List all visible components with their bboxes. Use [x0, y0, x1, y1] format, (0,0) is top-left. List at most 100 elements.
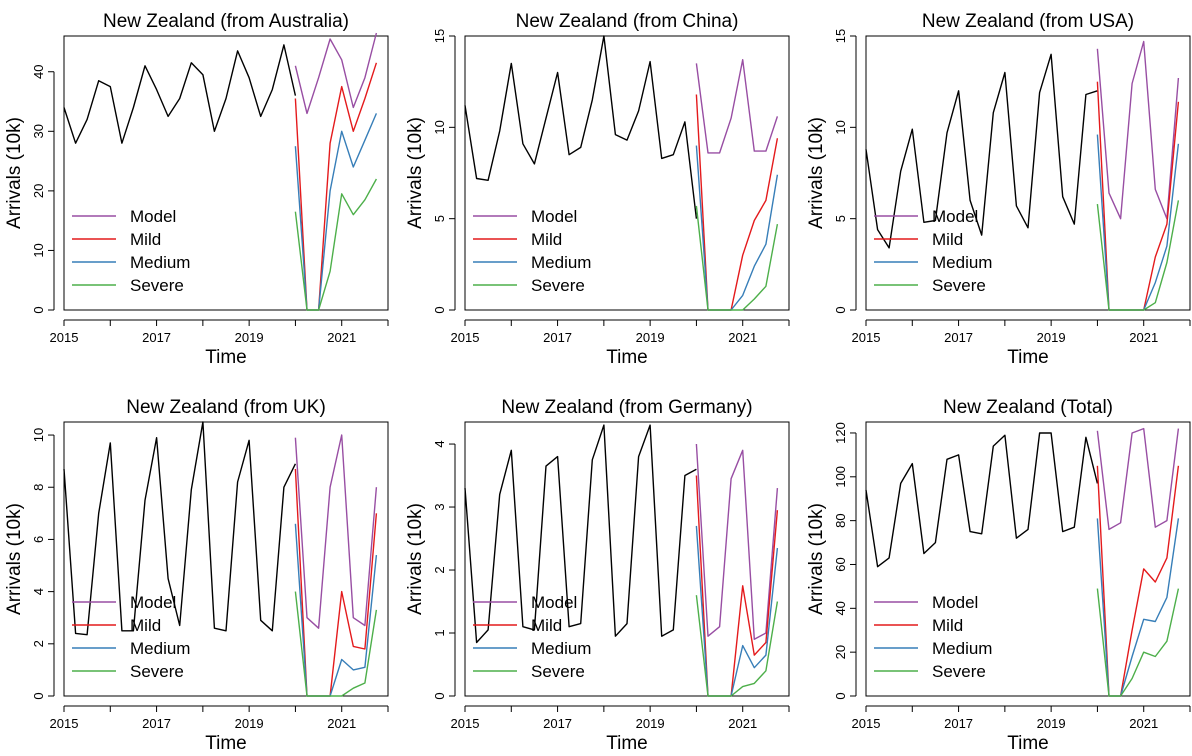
severe-series-line: [695, 205, 779, 311]
chart-title: New Zealand (from UK): [126, 397, 326, 418]
legend-label-model: Model: [531, 207, 577, 226]
x-axis-label: Time: [606, 733, 648, 754]
y-tick-label: 30: [31, 124, 46, 138]
y-tick-label: 10: [833, 120, 848, 134]
x-axis-label: Time: [205, 733, 247, 754]
x-tick-label: 2021: [728, 330, 757, 345]
legend-label-model: Model: [130, 207, 176, 226]
x-tick-label: 2019: [1037, 716, 1066, 731]
model-series-line: [695, 443, 779, 640]
x-tick-label: 2015: [852, 716, 881, 731]
severe-series-line: [294, 591, 378, 697]
legend-label-mild: Mild: [531, 230, 562, 249]
x-tick-label: 2017: [142, 330, 171, 345]
y-tick-label: 40: [833, 601, 848, 615]
plot-frame: [464, 35, 790, 311]
y-axis-label: Arrivals (10k): [806, 503, 827, 615]
y-tick-label: 10: [31, 243, 46, 257]
y-tick-label: 60: [833, 557, 848, 571]
model-series-line: [695, 59, 779, 154]
legend-label-model: Model: [932, 207, 978, 226]
legend-label-medium: Medium: [130, 253, 190, 272]
plot-frame: [63, 35, 389, 311]
legend-label-severe: Severe: [932, 276, 986, 295]
y-tick-label: 0: [833, 306, 848, 313]
y-axis-label: Arrivals (10k): [405, 117, 426, 229]
y-tick-label: 20: [31, 184, 46, 198]
mild-series-line: [1096, 465, 1180, 697]
y-tick-label: 20: [833, 645, 848, 659]
x-tick-label: 2019: [1037, 330, 1066, 345]
y-tick-label: 100: [833, 466, 848, 488]
x-tick-label: 2021: [1129, 716, 1158, 731]
y-tick-label: 4: [31, 588, 46, 595]
x-tick-label: 2017: [944, 330, 973, 345]
x-tick-label: 2021: [327, 716, 356, 731]
y-tick-label: 0: [432, 692, 447, 699]
x-axis-label: Time: [606, 347, 648, 368]
legend-label-severe: Severe: [130, 662, 184, 681]
y-tick-label: 15: [432, 29, 447, 43]
y-tick-label: 2: [31, 640, 46, 647]
x-tick-label: 2015: [451, 330, 480, 345]
legend-label-medium: Medium: [932, 253, 992, 272]
legend-label-model: Model: [932, 593, 978, 612]
legend: Model Mild Medium Severe: [473, 207, 591, 295]
x-axis-label: Time: [1007, 733, 1049, 754]
chart-title: New Zealand (from Germany): [501, 397, 752, 418]
mild-series-line: [294, 468, 378, 697]
medium-series-line: [294, 113, 378, 311]
legend-label-mild: Mild: [932, 230, 963, 249]
model-series-line: [1096, 40, 1180, 220]
y-tick-label: 6: [31, 536, 46, 543]
y-axis-label: Arrivals (10k): [4, 117, 25, 229]
legend-label-mild: Mild: [531, 616, 562, 635]
legend-label-medium: Medium: [531, 253, 591, 272]
y-tick-label: 2: [432, 566, 447, 573]
x-tick-label: 2015: [50, 330, 79, 345]
chart-panel-4: New Zealand (from UK) 2015 2017 2019 2021 Tim…: [4, 397, 389, 754]
x-tick-label: 2017: [944, 716, 973, 731]
x-tick-label: 2019: [636, 716, 665, 731]
severe-series-line: [294, 178, 378, 311]
y-tick-label: 0: [31, 692, 46, 699]
y-tick-label: 8: [31, 484, 46, 491]
history-series-line: [63, 421, 297, 636]
plot-frame: [464, 421, 790, 697]
x-tick-label: 2019: [235, 716, 264, 731]
plot-frame: [865, 35, 1191, 311]
history-series-line: [464, 35, 698, 219]
x-tick-label: 2021: [1129, 330, 1158, 345]
chart-panel-1: New Zealand (from Australia) 2015 2017 2019…: [4, 11, 389, 368]
x-tick-label: 2017: [142, 716, 171, 731]
x-tick-label: 2015: [852, 330, 881, 345]
chart-title: New Zealand (Total): [943, 397, 1113, 418]
medium-series-line: [1096, 134, 1180, 311]
chart-title: New Zealand (from China): [516, 11, 739, 32]
legend: Model Mild Medium Severe: [874, 207, 992, 295]
severe-series-line: [1096, 588, 1180, 697]
medium-series-line: [294, 523, 378, 697]
y-axis-label: Arrivals (10k): [405, 503, 426, 615]
y-tick-label: 120: [833, 422, 848, 444]
model-series-line: [294, 434, 378, 629]
x-axis-label: Time: [1007, 347, 1049, 368]
plot-frame: [63, 421, 389, 697]
legend-label-model: Model: [531, 593, 577, 612]
legend-label-mild: Mild: [130, 230, 161, 249]
legend-label-medium: Medium: [932, 639, 992, 658]
chart-panel-6: New Zealand (Total) 2015 2017 2019 2021 Time 0…: [806, 397, 1191, 754]
chart-panel-3: New Zealand (from USA) 2015 2017 2019 2021 Ti…: [806, 11, 1191, 368]
x-tick-label: 2015: [451, 716, 480, 731]
y-tick-label: 10: [31, 428, 46, 442]
x-tick-label: 2017: [543, 716, 572, 731]
medium-series-line: [1096, 518, 1180, 697]
y-tick-label: 40: [31, 65, 46, 79]
chart-title: New Zealand (from USA): [922, 11, 1134, 32]
x-tick-label: 2021: [728, 716, 757, 731]
x-tick-label: 2019: [235, 330, 264, 345]
y-tick-label: 15: [833, 29, 848, 43]
x-tick-label: 2019: [636, 330, 665, 345]
y-tick-label: 4: [432, 440, 447, 447]
